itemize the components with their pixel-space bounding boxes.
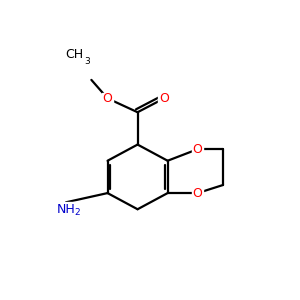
Polygon shape <box>192 143 203 155</box>
Text: 3: 3 <box>85 57 90 66</box>
Text: NH: NH <box>57 203 75 216</box>
Text: 2: 2 <box>74 208 80 217</box>
Polygon shape <box>192 187 203 199</box>
Polygon shape <box>158 93 170 104</box>
Polygon shape <box>54 202 77 216</box>
Text: CH: CH <box>65 48 83 62</box>
Text: O: O <box>193 187 202 200</box>
Text: O: O <box>103 92 112 105</box>
Polygon shape <box>102 93 113 104</box>
Text: O: O <box>193 143 202 156</box>
Text: O: O <box>159 92 169 105</box>
